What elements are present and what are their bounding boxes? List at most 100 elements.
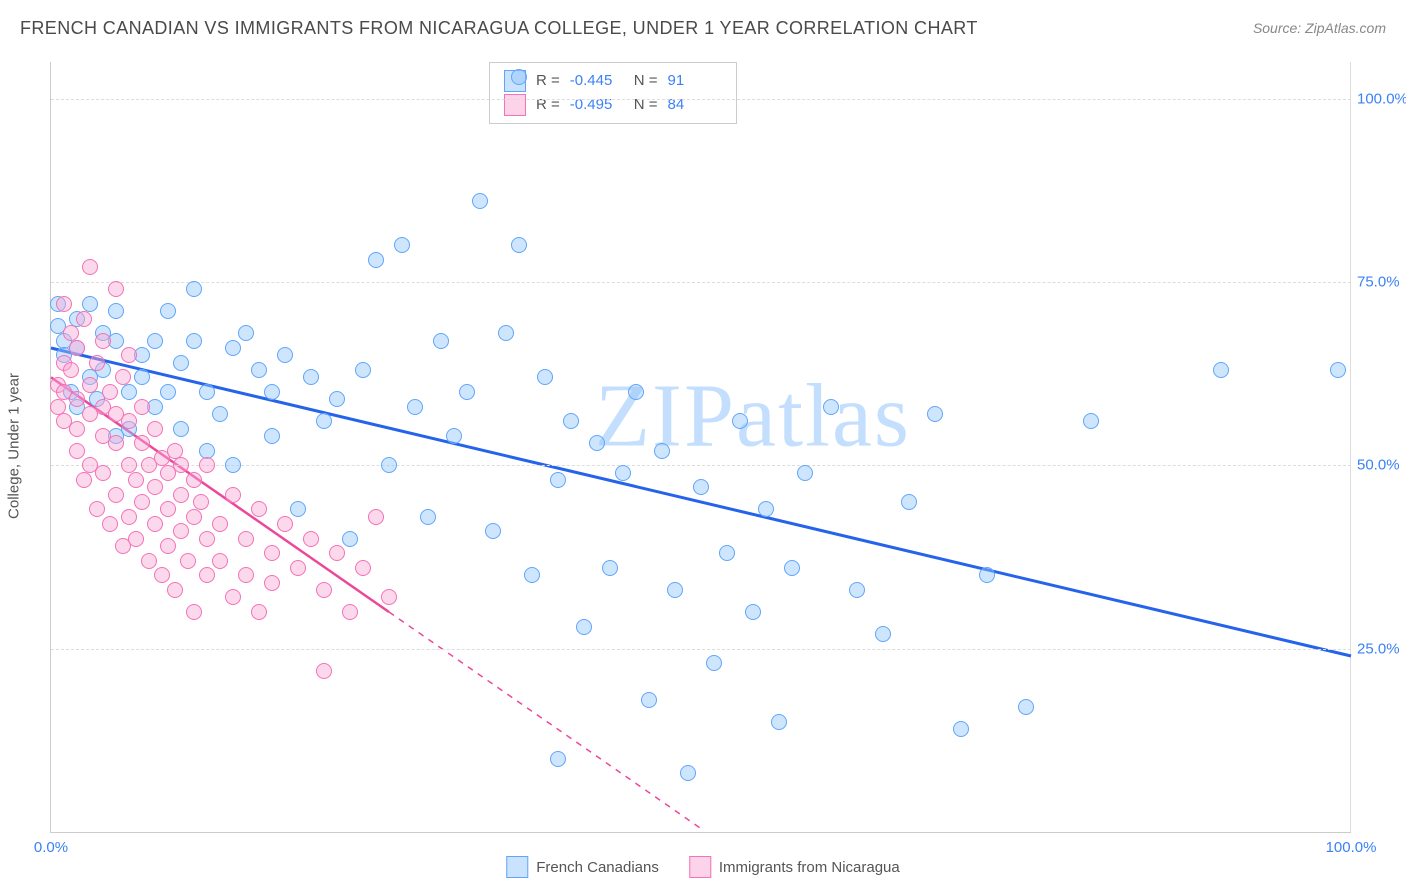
data-point [212,553,228,569]
data-point [251,604,267,620]
data-point [82,296,98,312]
data-point [524,567,540,583]
data-point [76,472,92,488]
data-point [56,296,72,312]
data-point [225,340,241,356]
legend-row: R =-0.445N =91 [504,69,722,93]
data-point [771,714,787,730]
data-point [121,457,137,473]
data-point [102,516,118,532]
trend-line-extrapolation [389,612,701,829]
data-point [511,69,527,85]
data-point [212,406,228,422]
data-point [108,435,124,451]
data-point [472,193,488,209]
data-point [797,465,813,481]
data-point [193,494,209,510]
data-point [82,377,98,393]
data-point [147,516,163,532]
data-point [407,399,423,415]
data-point [160,384,176,400]
trend-line [51,348,1351,656]
data-point [186,333,202,349]
data-point [901,494,917,510]
data-point [537,369,553,385]
data-point [173,523,189,539]
data-point [1213,362,1229,378]
data-point [199,384,215,400]
data-point [154,567,170,583]
legend-r-value: -0.495 [570,93,624,117]
data-point [95,333,111,349]
data-point [134,494,150,510]
data-point [615,465,631,481]
data-point [180,553,196,569]
data-point [82,259,98,275]
data-point [160,501,176,517]
data-point [173,421,189,437]
legend-swatch [689,856,711,878]
y-tick-label: 75.0% [1357,274,1406,291]
data-point [485,523,501,539]
data-point [381,589,397,605]
gridline [51,465,1351,466]
data-point [89,501,105,517]
gridline [51,649,1351,650]
data-point [89,355,105,371]
data-point [433,333,449,349]
data-point [758,501,774,517]
legend-r-label: R = [536,93,560,117]
data-point [420,509,436,525]
data-point [1330,362,1346,378]
y-axis-label: College, Under 1 year [6,373,23,519]
data-point [316,413,332,429]
legend-swatch [504,94,526,116]
data-point [732,413,748,429]
data-point [641,692,657,708]
data-point [667,582,683,598]
data-point [50,399,66,415]
data-point [680,765,696,781]
data-point [1083,413,1099,429]
legend-n-value: 84 [668,93,722,117]
legend-swatch [506,856,528,878]
y-tick-label: 100.0% [1357,90,1406,107]
data-point [342,531,358,547]
data-point [199,457,215,473]
data-point [63,362,79,378]
data-point [186,604,202,620]
data-point [823,399,839,415]
data-point [290,560,306,576]
data-point [69,421,85,437]
data-point [199,531,215,547]
legend-r-label: R = [536,69,560,93]
data-point [76,311,92,327]
data-point [511,237,527,253]
data-point [212,516,228,532]
data-point [784,560,800,576]
data-point [498,325,514,341]
data-point [875,626,891,642]
data-point [173,487,189,503]
data-point [225,487,241,503]
legend-n-value: 91 [668,69,722,93]
data-point [121,347,137,363]
data-point [225,457,241,473]
data-point [953,721,969,737]
data-point [63,325,79,341]
data-point [238,567,254,583]
data-point [459,384,475,400]
data-point [277,347,293,363]
data-point [316,663,332,679]
data-point [303,531,319,547]
data-point [186,281,202,297]
data-point [238,325,254,341]
data-point [167,582,183,598]
data-point [563,413,579,429]
data-point [199,443,215,459]
data-point [173,355,189,371]
data-point [706,655,722,671]
data-point [1018,699,1034,715]
data-point [589,435,605,451]
data-point [186,472,202,488]
